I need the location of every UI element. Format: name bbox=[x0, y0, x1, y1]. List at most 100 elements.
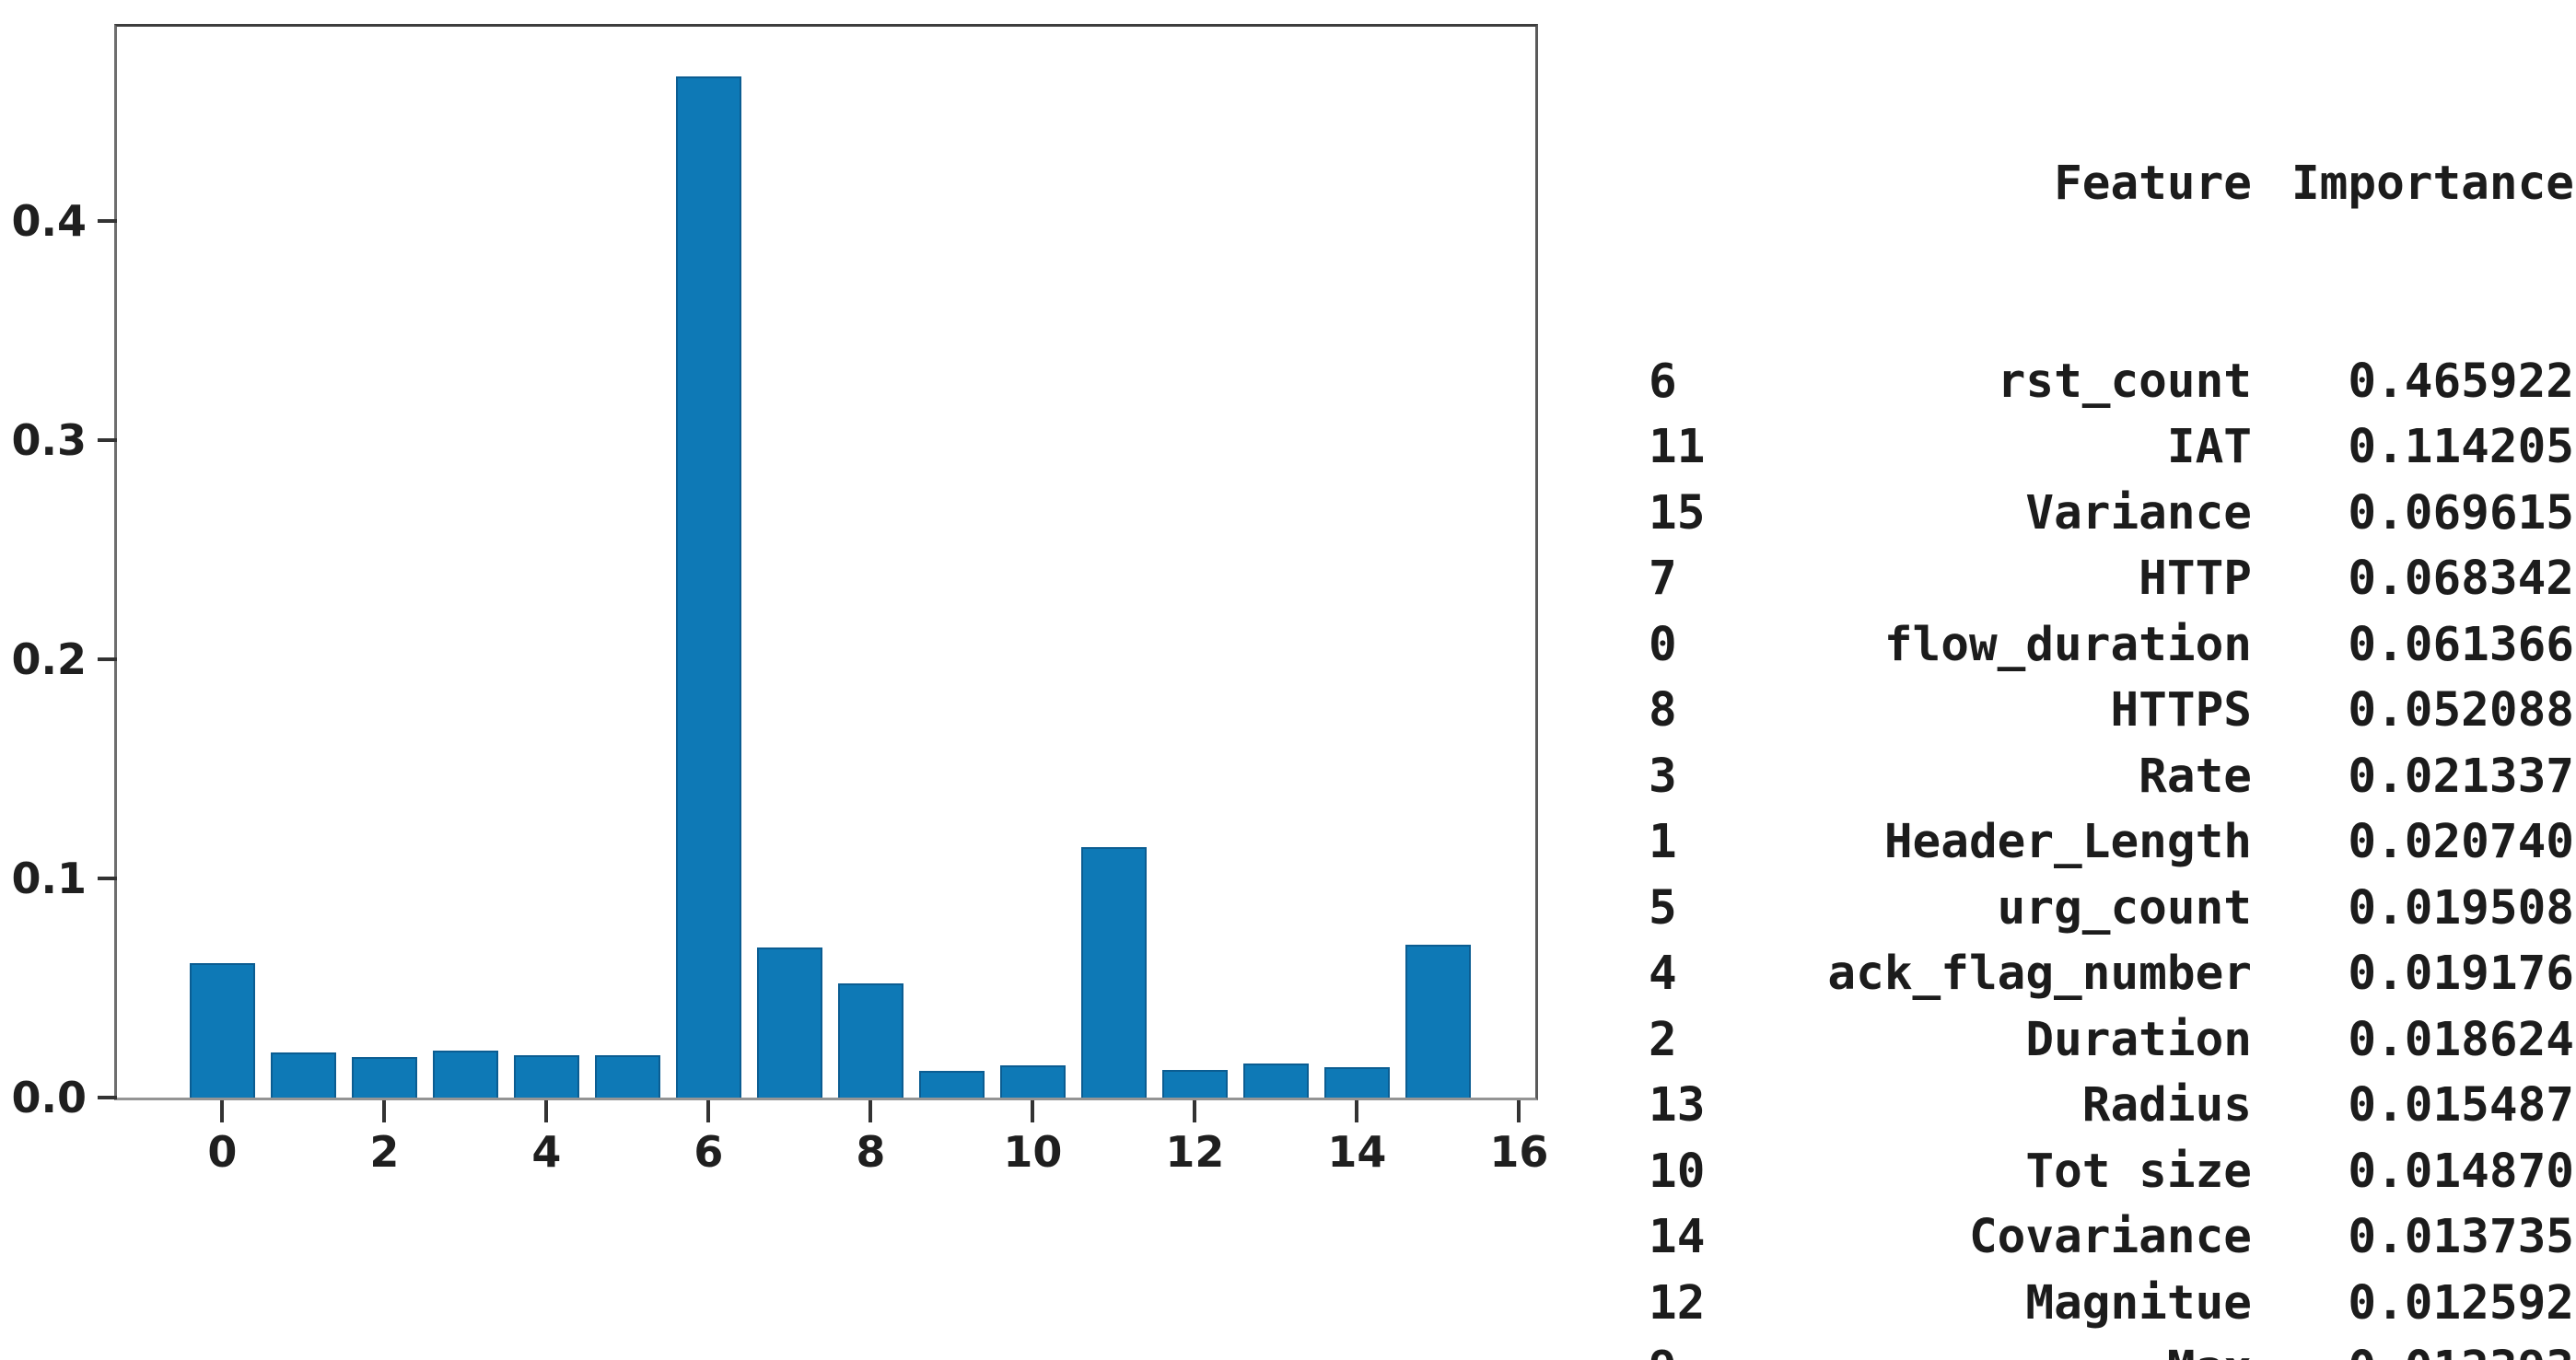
table-cell-index: 10 bbox=[1649, 1144, 1706, 1199]
x-tick bbox=[1517, 1100, 1521, 1122]
feature-importance-table: Feature Importance 6 rst_count 0.465922 11 I… bbox=[1649, 19, 2574, 1360]
table-row: 2 Duration 0.018624 bbox=[1649, 1007, 2574, 1074]
table-row: 5 urg_count 0.019508 bbox=[1649, 876, 2574, 942]
table-cell-importance: 0.114205 bbox=[2348, 420, 2574, 474]
y-tick bbox=[98, 219, 117, 224]
x-tick bbox=[544, 1100, 549, 1122]
bar-2 bbox=[352, 1056, 417, 1098]
table-cell-index: 5 bbox=[1649, 880, 1677, 936]
bar-6 bbox=[676, 76, 741, 1098]
table-cell-importance: 0.068342 bbox=[2348, 552, 2574, 606]
x-tick bbox=[1193, 1100, 1197, 1122]
x-tick-label: 0 bbox=[207, 1127, 238, 1177]
table-cell-feature: rst_count bbox=[1997, 354, 2252, 409]
table-cell-feature: Radius bbox=[2081, 1078, 2252, 1133]
table-cell-importance: 0.052088 bbox=[2348, 683, 2574, 738]
table-cell-index: 8 bbox=[1649, 683, 1677, 738]
bar-12 bbox=[1162, 1070, 1228, 1098]
bar-9 bbox=[919, 1070, 985, 1098]
x-tick-label: 6 bbox=[694, 1127, 724, 1177]
table-cell-importance: 0.015487 bbox=[2348, 1078, 2574, 1133]
table-header-row: Feature Importance bbox=[1649, 151, 2574, 217]
table-row: 13 Radius 0.015487 bbox=[1649, 1073, 2574, 1139]
table-cell-index: 2 bbox=[1649, 1012, 1677, 1067]
table-cell-feature: Covariance bbox=[1968, 1210, 2252, 1264]
x-tick bbox=[382, 1100, 387, 1122]
y-tick bbox=[98, 1096, 117, 1099]
table-cell-importance: 0.013735 bbox=[2348, 1210, 2574, 1264]
y-tick bbox=[98, 877, 117, 881]
bar-1 bbox=[271, 1052, 336, 1098]
table-row: 3 Rate 0.021337 bbox=[1649, 744, 2574, 810]
bar-5 bbox=[595, 1054, 660, 1098]
table-row: 14 Covariance 0.013735 bbox=[1649, 1204, 2574, 1271]
table-cell-index: 12 bbox=[1649, 1275, 1706, 1331]
table-cell-importance: 0.019508 bbox=[2348, 880, 2574, 936]
bar-11 bbox=[1081, 847, 1147, 1098]
table-cell-index: 0 bbox=[1649, 617, 1677, 672]
table-cell-index: 13 bbox=[1649, 1078, 1706, 1133]
table-cell-feature: Max bbox=[1722, 1336, 2252, 1360]
table-cell-feature: Variance bbox=[2025, 485, 2252, 541]
x-tick bbox=[868, 1100, 873, 1122]
metrics-caption-labels: [Accuracy, Recall, Precision , F1 Score] bbox=[114, 1348, 1538, 1360]
table-row: 7 HTTP 0.068342 bbox=[1649, 546, 2574, 612]
table-cell-index: 14 bbox=[1649, 1210, 1706, 1264]
bar-0 bbox=[190, 962, 255, 1098]
table-row: 9Max0.012393 bbox=[1649, 1336, 2574, 1360]
table-cell-importance: 0.019176 bbox=[2348, 947, 2574, 1001]
table-cell-importance: 0.021337 bbox=[2348, 749, 2574, 804]
table-cell-importance: 0.061366 bbox=[2348, 617, 2574, 672]
x-tick-label: 10 bbox=[1003, 1127, 1063, 1177]
table-cell-importance: 0.012393 bbox=[2252, 1336, 2574, 1360]
table-cell-feature: HTTP bbox=[2139, 552, 2252, 606]
table-cell-feature: urg_count bbox=[1997, 880, 2252, 936]
x-tick-label: 16 bbox=[1489, 1127, 1549, 1177]
table-cell-importance: 0.014870 bbox=[2348, 1144, 2574, 1199]
y-tick-label: 0.1 bbox=[11, 854, 87, 904]
table-cell-importance: 0.018624 bbox=[2348, 1012, 2574, 1067]
table-cell-importance: 0.020740 bbox=[2348, 815, 2574, 869]
table-cell-feature: flow_duration bbox=[1883, 617, 2252, 672]
bar-8 bbox=[838, 983, 903, 1098]
table-row: 1 Header_Length 0.020740 bbox=[1649, 809, 2574, 876]
table-row: 15 Variance 0.069615 bbox=[1649, 481, 2574, 547]
table-row: 6 rst_count 0.465922 bbox=[1649, 349, 2574, 415]
y-tick-label: 0.4 bbox=[11, 196, 87, 247]
x-tick-label: 4 bbox=[531, 1127, 562, 1177]
table-cell-importance: 0.465922 bbox=[2348, 354, 2574, 409]
table-cell-index: 11 bbox=[1649, 420, 1706, 474]
bar-14 bbox=[1324, 1067, 1390, 1098]
bar-10 bbox=[1000, 1064, 1066, 1098]
table-cell-feature: Magnitue bbox=[2025, 1275, 2252, 1331]
table-cell-index: 3 bbox=[1649, 749, 1677, 804]
y-tick-label: 0.0 bbox=[11, 1073, 87, 1122]
table-cell-feature: Header_Length bbox=[1883, 815, 2252, 869]
x-tick-label: 2 bbox=[369, 1127, 400, 1177]
y-tick-label: 0.3 bbox=[11, 415, 87, 466]
x-tick bbox=[706, 1100, 711, 1122]
table-cell-feature: Duration bbox=[2025, 1012, 2252, 1067]
table-cell-index: 4 bbox=[1649, 947, 1677, 1001]
table-cell-index: 6 bbox=[1649, 354, 1677, 409]
table-cell-importance: 0.069615 bbox=[2348, 485, 2574, 541]
table-header-index bbox=[1649, 151, 1722, 217]
y-tick bbox=[98, 438, 117, 443]
x-tick bbox=[1031, 1100, 1035, 1122]
table-header-importance: Importance bbox=[2290, 157, 2574, 211]
bars-container bbox=[117, 27, 1535, 1098]
table-cell-index: 7 bbox=[1649, 552, 1677, 606]
x-tick-label: 8 bbox=[856, 1127, 886, 1177]
table-cell-feature: IAT bbox=[2166, 420, 2252, 474]
table-cell-index: 15 bbox=[1649, 485, 1706, 541]
table-row: 10 Tot size 0.014870 bbox=[1649, 1139, 2574, 1205]
bar-7 bbox=[757, 947, 822, 1098]
table-cell-index: 9 bbox=[1649, 1336, 1722, 1360]
y-tick-label: 0.2 bbox=[11, 634, 87, 685]
table-cell-feature: Rate bbox=[2139, 749, 2252, 804]
bar-3 bbox=[433, 1051, 498, 1098]
y-tick bbox=[98, 657, 117, 662]
x-tick-label: 12 bbox=[1165, 1127, 1225, 1177]
table-row: 0 flow_duration 0.061366 bbox=[1649, 612, 2574, 679]
